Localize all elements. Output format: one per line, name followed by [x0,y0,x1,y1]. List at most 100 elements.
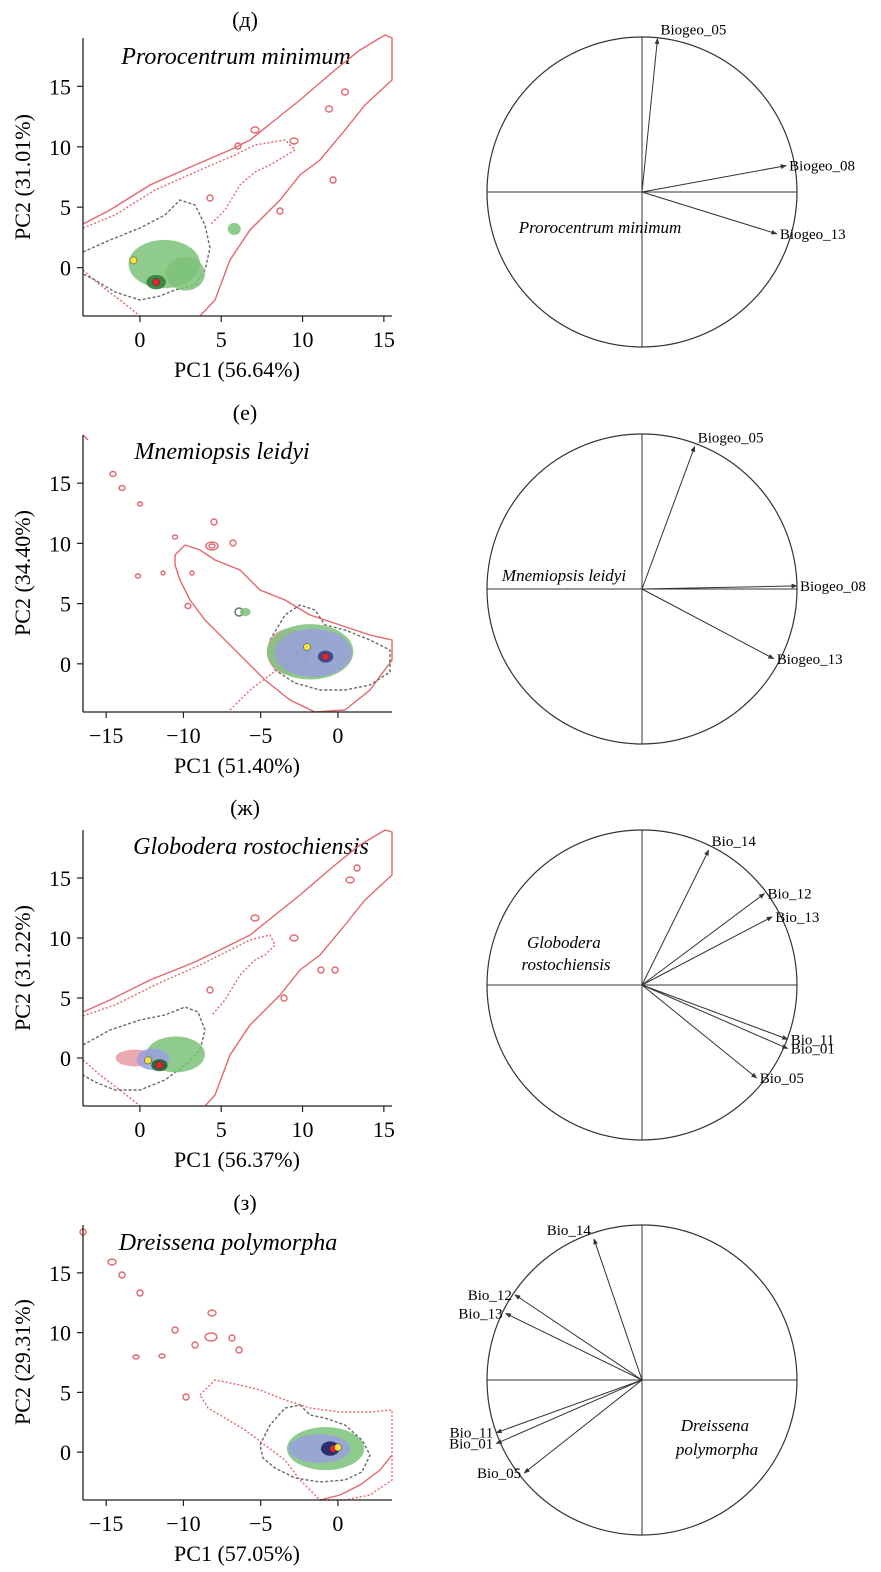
realized-envelope-contour [267,604,391,691]
loading-vector-label: Bio_12 [468,1288,512,1304]
loading-vector [641,984,789,1050]
envelope-island [228,1334,236,1342]
centroid-markers [144,1056,164,1070]
loading-vector [495,1379,643,1434]
loading-vectors: Biogeo_05 Biogeo_08 Biogeo_13 [641,430,866,668]
envelope-island [134,573,142,579]
correlation-circle: Biogeo_05 Biogeo_08 Biogeo_13 Prorocentrum… [486,23,855,348]
envelope-island [208,543,216,549]
envelope-contour-outer [82,829,393,1107]
loading-vector-label: Biogeo_05 [698,430,764,446]
x-tick-label: 0 [332,723,343,748]
x-tick-label: 0 [332,1511,343,1536]
envelope-island [191,1341,199,1349]
envelope-island [324,105,334,113]
loading-vector [641,893,765,986]
envelope-island [118,484,126,492]
realized-envelope [259,1404,371,1483]
loading-vector-label: Bio_11 [450,1426,494,1442]
envelope-island [171,1326,179,1334]
envelope-contours [82,34,393,317]
x-tick-label: 15 [373,327,395,352]
y-ticks: 0 5 10 15 [49,74,83,281]
centroid-marker [155,1061,164,1070]
y-tick-label: 15 [49,74,71,99]
envelope-island [235,1346,243,1354]
loading-vector [641,164,787,193]
density-blob [165,256,205,291]
loading-vector-label: Bio_14 [547,1223,592,1239]
x-axis-title: PC1 (57.05%) [174,1541,300,1566]
loading-vector-label: Bio_13 [458,1306,502,1322]
loading-vector-label: Bio_05 [477,1466,521,1482]
envelope-island [250,126,260,134]
envelope-island [280,994,288,1002]
loading-vector [641,849,710,986]
centroid-markers [329,1443,342,1453]
envelope-island [210,518,218,526]
density-blob [288,1434,351,1463]
density-blob [274,628,352,678]
envelope-contours [82,434,393,713]
loading-vector [641,37,660,193]
envelope-island [353,864,361,872]
loading-vector [593,1238,643,1381]
y-tick-label: 10 [49,926,71,951]
y-ticks: 0 5 10 15 [49,1261,83,1465]
envelope-island [340,88,350,96]
panel-mnemiopsis: (е) Mnemiopsis leidyi [10,400,866,778]
envelope-island [206,194,214,202]
circle-species-label: Mnemiopsis leidyi [501,566,626,585]
envelope-island [136,501,144,507]
x-tick-label: 10 [292,327,314,352]
envelope-island [329,176,337,184]
loading-vector [505,1312,643,1381]
envelope-contour-outer [82,34,393,317]
y-ticks: 0 5 10 15 [49,866,83,1071]
realized-envelope [82,1006,206,1091]
envelope-island [289,137,299,145]
envelope-contour-inner [82,139,297,229]
y-tick-label: 5 [60,195,71,220]
loading-vector [641,191,778,235]
realized-envelope-contour [82,199,211,301]
envelope-island [206,986,214,994]
axes [82,1225,392,1501]
centroid-marker [152,278,161,287]
envelope-island [136,1289,144,1297]
centroid-marker [129,256,138,265]
y-axis-title: PC2 (29.31%) [10,1299,35,1425]
circle-species-label: Globodera rostochiensis [521,933,610,974]
x-axis-title: PC1 (56.64%) [174,357,300,382]
envelope-island [276,207,284,215]
x-tick-label: −15 [89,723,123,748]
loading-vector [523,1379,643,1474]
x-tick-label: 10 [292,1117,314,1142]
envelope-island [182,1393,190,1401]
scatter-title: Dreissena polymorpha [118,1230,337,1256]
x-tick-label: 5 [216,1117,227,1142]
loading-vector-label: Biogeo_13 [777,652,843,668]
x-ticks: −15 −10 −5 0 [89,712,343,748]
loading-vector-label: Biogeo_13 [780,227,846,243]
loading-vector [495,1379,643,1445]
y-tick-label: 5 [60,1380,71,1405]
envelope-island [289,934,299,942]
circle-species-label-line-1: Globodera [527,933,601,952]
loading-vector-label: Bio_05 [760,1071,804,1087]
x-tick-label: 0 [134,327,145,352]
loading-vector [641,984,789,1040]
envelope-contour-tail [82,434,89,441]
envelope-contours [79,1228,393,1501]
x-axis-title: PC1 (51.40%) [174,753,300,778]
envelope-contour-inner [82,934,276,1017]
envelope-island [109,470,117,478]
realized-envelope-contour [259,1404,371,1483]
x-axis-title: PC1 (56.37%) [174,1147,300,1172]
envelope-island [229,539,237,547]
y-axis-title: PC2 (31.22%) [10,905,35,1031]
envelope-contour-outer-2 [319,1454,393,1501]
y-ticks: 0 5 10 15 [49,471,83,677]
